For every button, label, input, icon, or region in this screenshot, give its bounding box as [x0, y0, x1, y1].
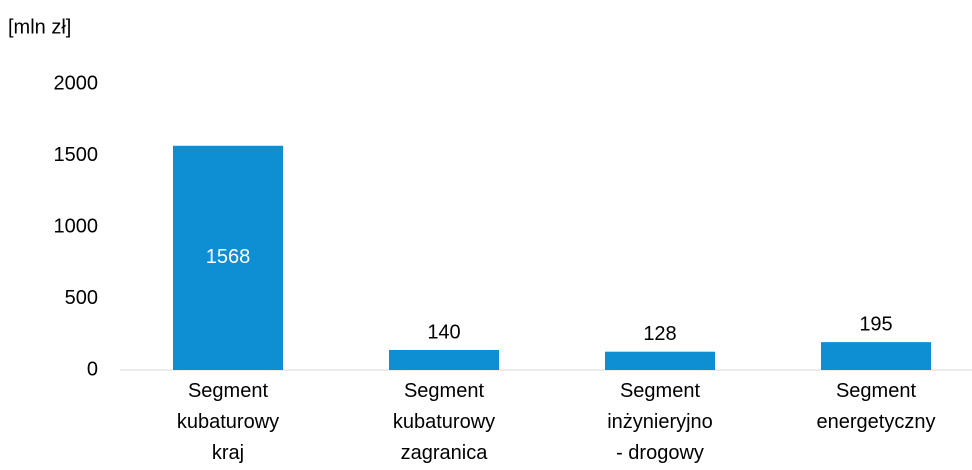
y-tick-label: 2000 [54, 72, 99, 94]
y-tick-label: 500 [65, 287, 98, 309]
y-tick-label: 1000 [54, 215, 99, 237]
value-label: 195 [859, 313, 892, 335]
x-tick-label: Segment kubaturowy kraj [176, 380, 280, 464]
bar [605, 351, 715, 370]
bar [173, 145, 283, 370]
x-tick-label: Segment kubaturowy zagranica [392, 380, 496, 464]
value-label: 128 [643, 323, 676, 345]
x-tick-label: Segment inżynieryjno - drogowy [607, 380, 713, 464]
bar [821, 342, 931, 370]
x-tick-label: Segment energetyczny [816, 380, 936, 433]
value-label: 1568 [206, 246, 251, 268]
y-tick-label: 0 [87, 358, 98, 380]
y-axis-label: [mln zł] [8, 16, 71, 38]
bar [389, 349, 499, 370]
y-tick-label: 1500 [54, 144, 99, 166]
value-label: 140 [427, 321, 460, 343]
